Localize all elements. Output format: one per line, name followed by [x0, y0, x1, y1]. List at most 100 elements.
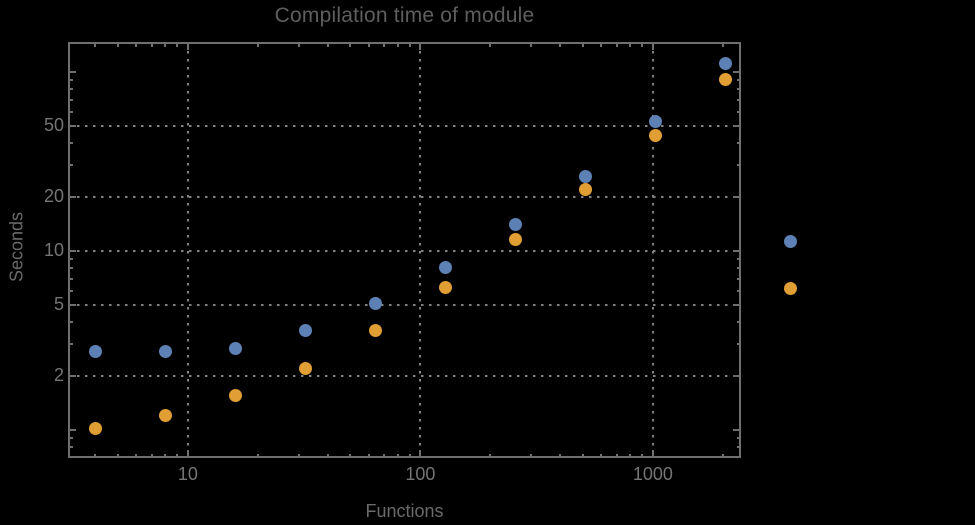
x-minor-tick-bottom	[367, 453, 370, 457]
data-point-series-1-blue-x128	[438, 260, 452, 274]
gridline-x-100	[419, 43, 422, 457]
data-point-series-2-orange-x512	[578, 183, 592, 197]
y-major-tick-left	[69, 303, 76, 306]
data-point-series-1-blue-x256	[508, 217, 522, 231]
x-minor-tick-bottom	[600, 453, 603, 457]
y-axis-label: Seconds	[6, 211, 27, 283]
y-minor-tick-left	[69, 79, 73, 82]
data-point-series-1-blue-x1024	[648, 115, 662, 129]
gridline-y-10	[69, 249, 740, 252]
x-minor-tick-bottom	[629, 453, 632, 457]
y-minor-tick-right	[736, 343, 740, 346]
y-minor-tick-right	[736, 446, 740, 449]
y-major-tick-left	[69, 70, 76, 73]
x-minor-tick-bottom	[615, 453, 618, 457]
data-point-series-1-blue-x64	[368, 297, 382, 311]
x-tick-label-10: 10	[177, 464, 198, 484]
y-minor-tick-left	[69, 277, 73, 280]
data-point-series-2-orange-x16	[228, 389, 242, 403]
x-minor-tick-bottom	[164, 453, 167, 457]
gridline-y-5	[69, 303, 740, 306]
x-minor-tick-top	[629, 43, 632, 47]
x-minor-tick-bottom	[94, 453, 97, 457]
x-minor-tick-bottom	[721, 453, 724, 457]
x-minor-tick-bottom	[559, 453, 562, 457]
x-major-tick-top	[186, 43, 189, 50]
data-point-series-1-blue-x16	[228, 341, 242, 355]
x-minor-tick-bottom	[256, 453, 259, 457]
gridline-y-20	[69, 195, 740, 198]
x-minor-tick-bottom	[581, 453, 584, 457]
y-minor-tick-right	[736, 164, 740, 167]
x-minor-tick-bottom	[116, 453, 119, 457]
x-minor-tick-bottom	[349, 453, 352, 457]
data-point-series-2-orange-x64	[368, 324, 382, 338]
data-point-series-2-orange-x32	[298, 362, 312, 376]
x-major-tick-bottom	[651, 450, 654, 457]
x-minor-tick-top	[116, 43, 119, 47]
y-major-tick-right	[733, 70, 740, 73]
y-minor-tick-left	[69, 437, 73, 440]
y-tick-label-5: 5	[53, 293, 64, 314]
data-point-series-2-orange-x4	[88, 421, 102, 435]
y-minor-tick-left	[69, 343, 73, 346]
y-major-tick-left	[69, 374, 76, 377]
y-minor-tick-right	[736, 110, 740, 113]
x-minor-tick-top	[489, 43, 492, 47]
y-tick-label-2: 2	[53, 365, 64, 386]
x-minor-tick-bottom	[396, 453, 399, 457]
data-point-series-2-orange-x256	[508, 232, 522, 246]
x-minor-tick-top	[383, 43, 386, 47]
y-minor-tick-right	[736, 289, 740, 292]
y-minor-tick-left	[69, 110, 73, 113]
x-major-tick-bottom	[186, 450, 189, 457]
x-minor-tick-top	[600, 43, 603, 47]
data-point-series-2-orange-x2048	[718, 73, 732, 87]
x-major-tick-top	[651, 43, 654, 50]
x-minor-tick-top	[641, 43, 644, 47]
x-minor-tick-top	[164, 43, 167, 47]
y-major-tick-left	[69, 195, 76, 198]
data-point-series-1-blue-x8	[158, 344, 172, 358]
x-major-tick-bottom	[419, 450, 422, 457]
x-minor-tick-top	[396, 43, 399, 47]
data-point-series-1-blue-x32	[298, 323, 312, 337]
x-minor-tick-bottom	[641, 453, 644, 457]
y-minor-tick-left	[69, 164, 73, 167]
x-minor-tick-bottom	[383, 453, 386, 457]
y-minor-tick-right	[736, 79, 740, 82]
x-minor-tick-top	[530, 43, 533, 47]
y-minor-tick-left	[69, 142, 73, 145]
data-point-series-2-orange-x1024	[648, 129, 662, 143]
x-axis-label: Functions	[365, 501, 444, 521]
data-point-series-2-orange-x128	[438, 280, 452, 294]
x-minor-tick-bottom	[530, 453, 533, 457]
y-major-tick-right	[733, 303, 740, 306]
gridline-y-50	[69, 124, 740, 127]
y-minor-tick-left	[69, 88, 73, 91]
x-minor-tick-bottom	[326, 453, 329, 457]
y-tick-label-50: 50	[43, 114, 64, 135]
y-major-tick-right	[733, 428, 740, 431]
y-minor-tick-right	[736, 88, 740, 91]
x-tick-label-100: 100	[405, 464, 436, 484]
x-tick-label-1000: 1000	[632, 464, 673, 484]
y-minor-tick-left	[69, 258, 73, 261]
y-minor-tick-right	[736, 437, 740, 440]
x-minor-tick-bottom	[135, 453, 138, 457]
x-minor-tick-top	[94, 43, 97, 47]
x-minor-tick-top	[581, 43, 584, 47]
x-minor-tick-top	[326, 43, 329, 47]
y-minor-tick-right	[736, 277, 740, 280]
x-minor-tick-top	[256, 43, 259, 47]
gridline-x-1000	[651, 43, 654, 457]
y-minor-tick-right	[736, 142, 740, 145]
x-minor-tick-top	[559, 43, 562, 47]
y-major-tick-right	[733, 249, 740, 252]
y-minor-tick-right	[736, 267, 740, 270]
data-point-series-1-blue-x2048	[718, 57, 732, 71]
y-minor-tick-right	[736, 98, 740, 101]
x-minor-tick-top	[349, 43, 352, 47]
y-tick-label-20: 20	[43, 186, 64, 207]
y-major-tick-right	[733, 374, 740, 377]
